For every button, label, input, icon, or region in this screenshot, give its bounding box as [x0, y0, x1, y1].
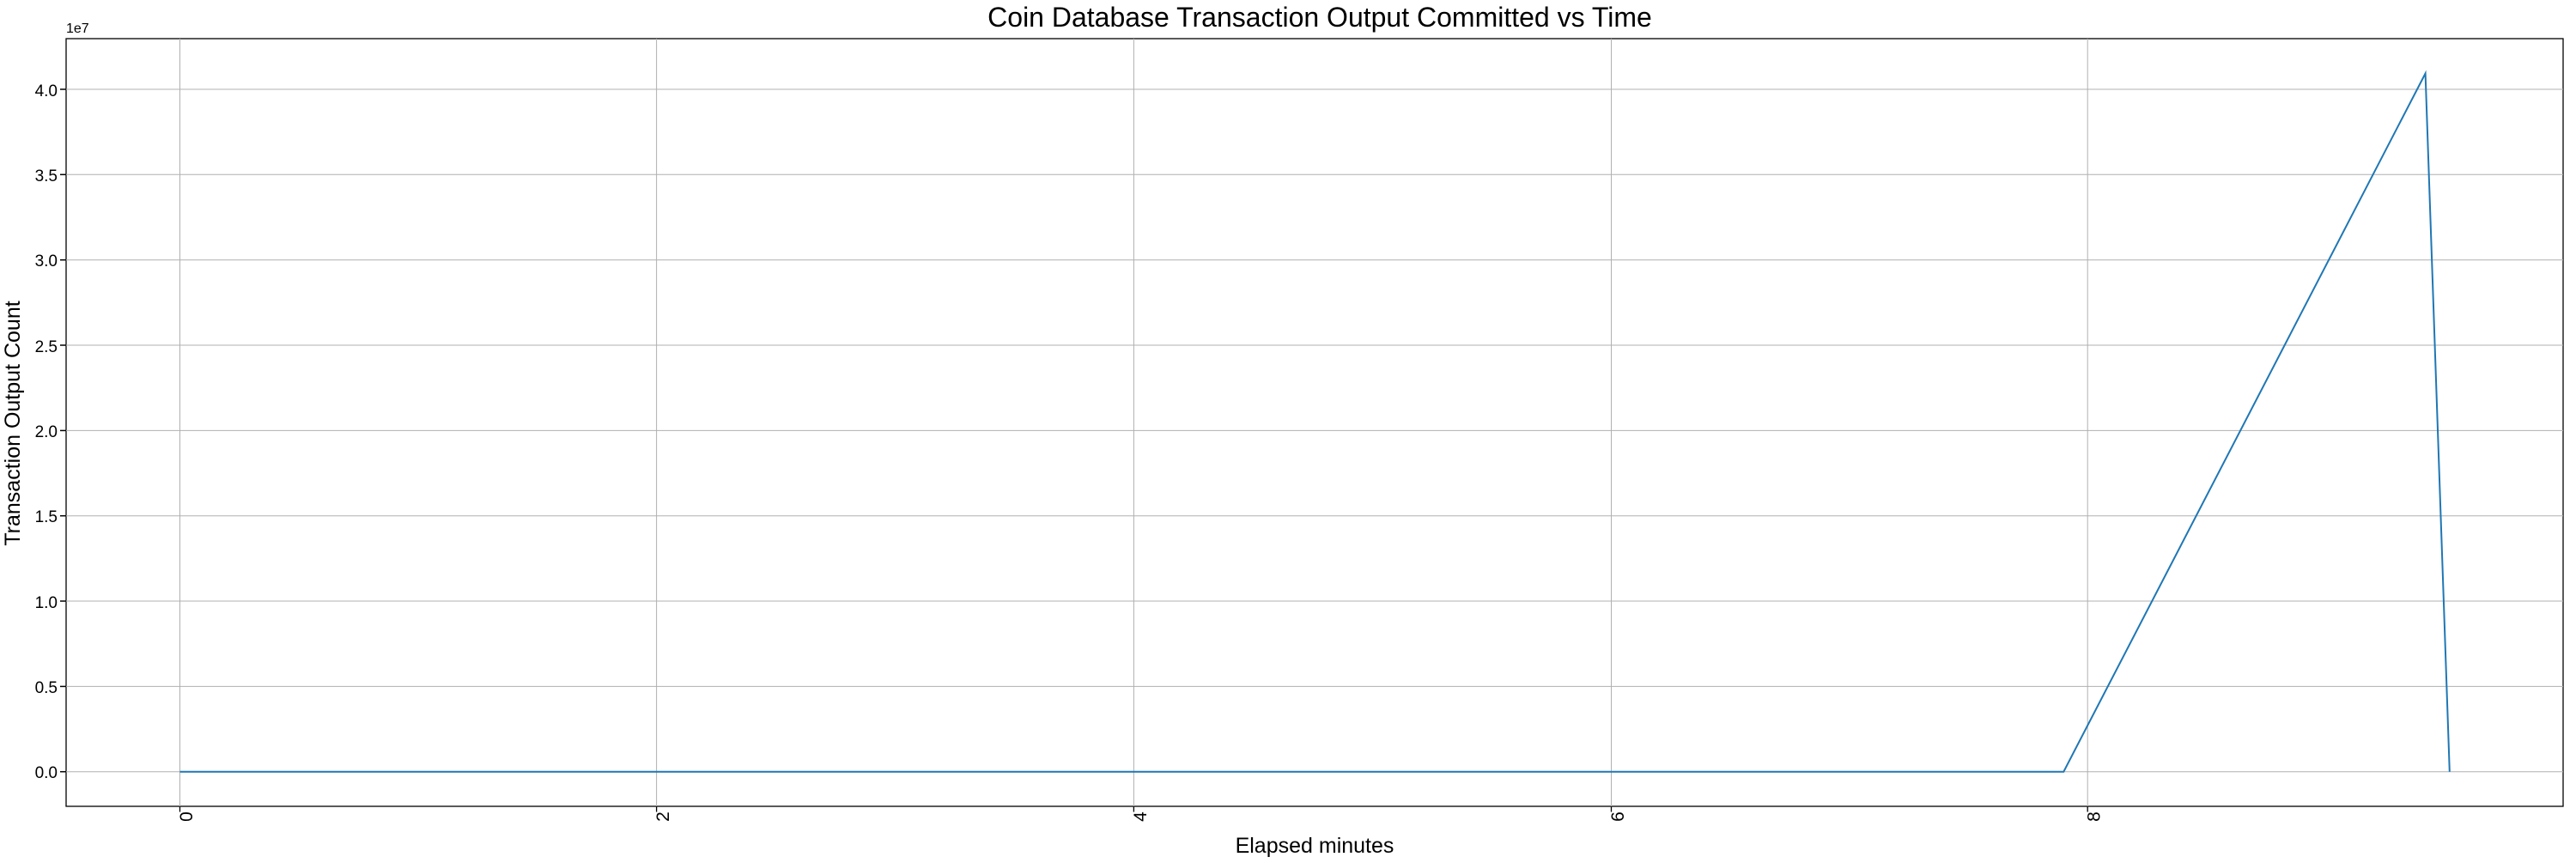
svg-text:Transaction Output Count: Transaction Output Count — [1, 301, 25, 545]
svg-text:1.5: 1.5 — [35, 508, 58, 526]
svg-text:Elapsed minutes: Elapsed minutes — [1236, 834, 1394, 858]
svg-text:2: 2 — [653, 811, 673, 822]
svg-text:0.5: 0.5 — [35, 679, 58, 697]
svg-text:6: 6 — [1608, 811, 1628, 822]
svg-text:4.0: 4.0 — [35, 82, 58, 100]
svg-text:3.5: 3.5 — [35, 167, 58, 185]
svg-text:4: 4 — [1131, 811, 1151, 822]
svg-text:1.0: 1.0 — [35, 594, 58, 612]
svg-text:1e7: 1e7 — [66, 21, 89, 36]
svg-text:Coin Database Transaction Outp: Coin Database Transaction Output Committ… — [987, 2, 1652, 33]
svg-text:0: 0 — [177, 811, 197, 822]
svg-text:2.5: 2.5 — [35, 338, 58, 356]
svg-text:3.0: 3.0 — [35, 252, 58, 270]
svg-text:8: 8 — [2085, 811, 2105, 822]
svg-text:0.0: 0.0 — [35, 764, 58, 782]
svg-text:2.0: 2.0 — [35, 423, 58, 441]
